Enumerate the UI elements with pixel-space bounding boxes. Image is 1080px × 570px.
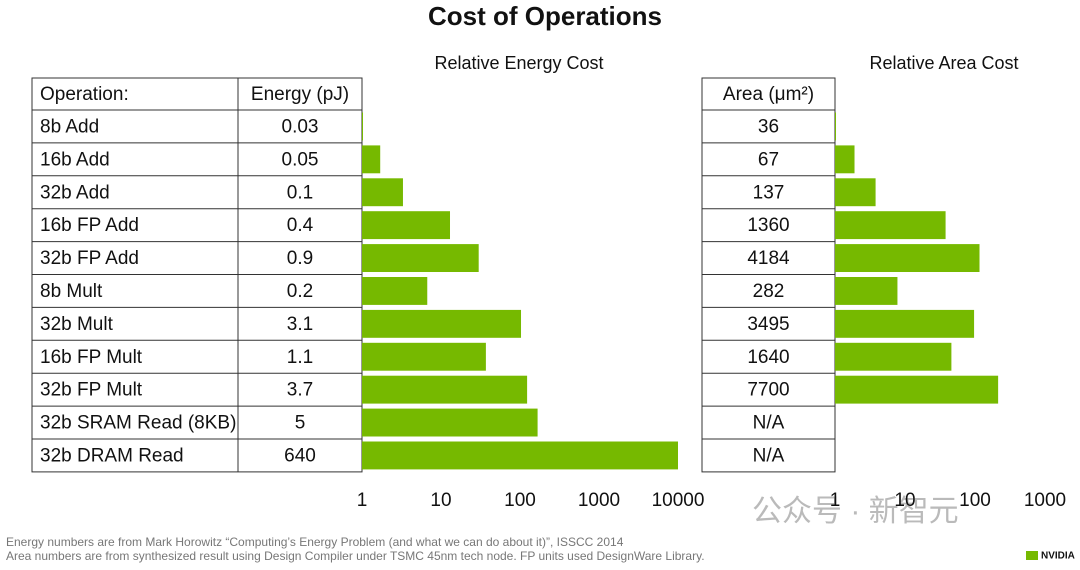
bar bbox=[835, 277, 898, 305]
x-tick-label: 10 bbox=[894, 490, 915, 511]
bar bbox=[362, 277, 428, 305]
table-cell: 8b Mult bbox=[40, 281, 103, 302]
table-cell: 640 bbox=[284, 445, 316, 466]
table-cell: 0.2 bbox=[287, 281, 313, 302]
table-cell: 0.1 bbox=[287, 182, 313, 203]
table-cell: 8b Add bbox=[40, 116, 99, 137]
table-cell: 0.4 bbox=[287, 215, 314, 236]
logo: NVIDIA bbox=[1041, 551, 1075, 562]
table-cell: 32b FP Add bbox=[40, 248, 139, 269]
table-cell: 16b FP Mult bbox=[40, 347, 143, 368]
x-tick-label: 100 bbox=[959, 490, 991, 511]
table-cell: 3495 bbox=[747, 314, 789, 335]
table-cell: 282 bbox=[753, 281, 785, 302]
bar bbox=[362, 309, 522, 338]
table-cell: N/A bbox=[753, 445, 785, 466]
x-tick-label: 10 bbox=[430, 490, 451, 511]
table-cell: 36 bbox=[758, 116, 779, 137]
bar bbox=[362, 145, 381, 174]
x-tick-label: 100 bbox=[504, 490, 536, 511]
bar bbox=[835, 375, 999, 404]
table-cell: 32b FP Mult bbox=[40, 380, 143, 401]
table-cell: 0.05 bbox=[282, 149, 319, 170]
table-cell: 0.03 bbox=[282, 116, 319, 137]
bar bbox=[362, 342, 486, 371]
bar bbox=[362, 178, 403, 207]
bar bbox=[835, 145, 855, 174]
table-cell: 16b FP Add bbox=[40, 215, 139, 236]
table-cell: 0.9 bbox=[287, 248, 313, 269]
x-tick-label: 1 bbox=[830, 490, 841, 511]
watermark: 公众号 · 新智元 bbox=[752, 495, 959, 528]
bar bbox=[835, 112, 836, 141]
footnote: Energy numbers are from Mark Horowitz “C… bbox=[6, 535, 624, 549]
table-cell: 16b Add bbox=[40, 149, 110, 170]
bar bbox=[835, 178, 876, 207]
bar bbox=[362, 112, 363, 141]
table-header: Operation: bbox=[40, 84, 129, 105]
slide-title: Cost of Operations bbox=[428, 1, 662, 31]
table-cell: N/A bbox=[753, 413, 785, 434]
table-header: Area (μm²) bbox=[723, 84, 814, 105]
table-cell: 3.1 bbox=[287, 314, 313, 335]
bar bbox=[835, 211, 946, 240]
table-cell: 1640 bbox=[747, 347, 789, 368]
bar bbox=[835, 342, 952, 371]
x-tick-label: 1000 bbox=[1024, 490, 1066, 511]
bar bbox=[362, 441, 678, 470]
bar bbox=[362, 244, 479, 272]
table-cell: 3.7 bbox=[287, 380, 313, 401]
table-cell: 67 bbox=[758, 149, 779, 170]
table-cell: 5 bbox=[295, 413, 306, 434]
table-cell: 32b Mult bbox=[40, 314, 114, 335]
table-cell: 32b DRAM Read bbox=[40, 445, 184, 466]
chart-title: Relative Energy Cost bbox=[434, 53, 603, 73]
x-tick-label: 1 bbox=[357, 490, 368, 511]
bar bbox=[835, 244, 980, 272]
logo-mark bbox=[1026, 551, 1038, 560]
table-cell: 137 bbox=[753, 182, 785, 203]
table-cell: 32b SRAM Read (8KB) bbox=[40, 413, 236, 434]
x-tick-label: 10000 bbox=[652, 490, 705, 511]
bar bbox=[835, 309, 975, 338]
table-cell: 4184 bbox=[747, 248, 790, 269]
table-cell: 1.1 bbox=[287, 347, 313, 368]
chart-title: Relative Area Cost bbox=[869, 53, 1018, 73]
x-tick-label: 1000 bbox=[578, 490, 620, 511]
footnote: Area numbers are from synthesized result… bbox=[6, 549, 705, 563]
bar bbox=[362, 211, 451, 240]
table-cell: 1360 bbox=[747, 215, 789, 236]
table-header: Energy (pJ) bbox=[251, 84, 349, 105]
table-cell: 32b Add bbox=[40, 182, 110, 203]
table-cell: 7700 bbox=[747, 380, 789, 401]
bar bbox=[362, 375, 528, 404]
bar bbox=[362, 408, 538, 437]
